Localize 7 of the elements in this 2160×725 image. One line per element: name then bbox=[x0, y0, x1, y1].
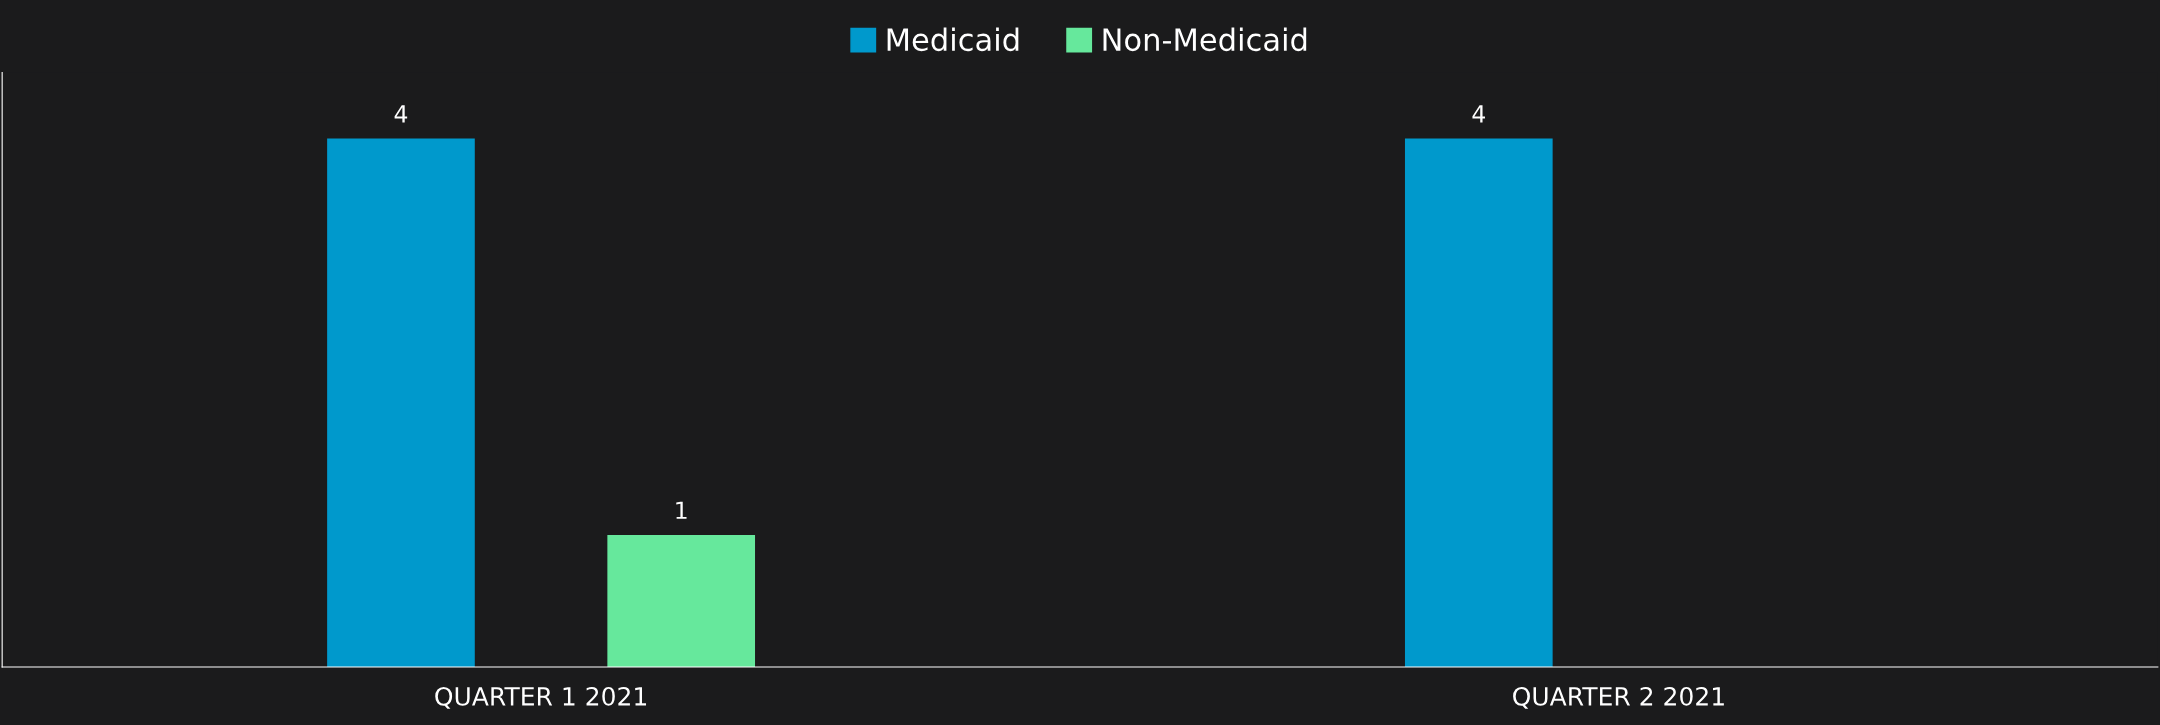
legend-label: Non-Medicaid bbox=[1103, 27, 1307, 52]
data-label: 4 bbox=[394, 105, 408, 123]
data-label: 1 bbox=[676, 501, 687, 519]
x-tick-label: QUARTER 2 2021 bbox=[1513, 686, 1724, 709]
legend-label: Medicaid bbox=[887, 27, 1019, 52]
x-tick-label: QUARTER 1 2021 bbox=[435, 686, 647, 709]
data-label: 4 bbox=[1472, 105, 1485, 123]
